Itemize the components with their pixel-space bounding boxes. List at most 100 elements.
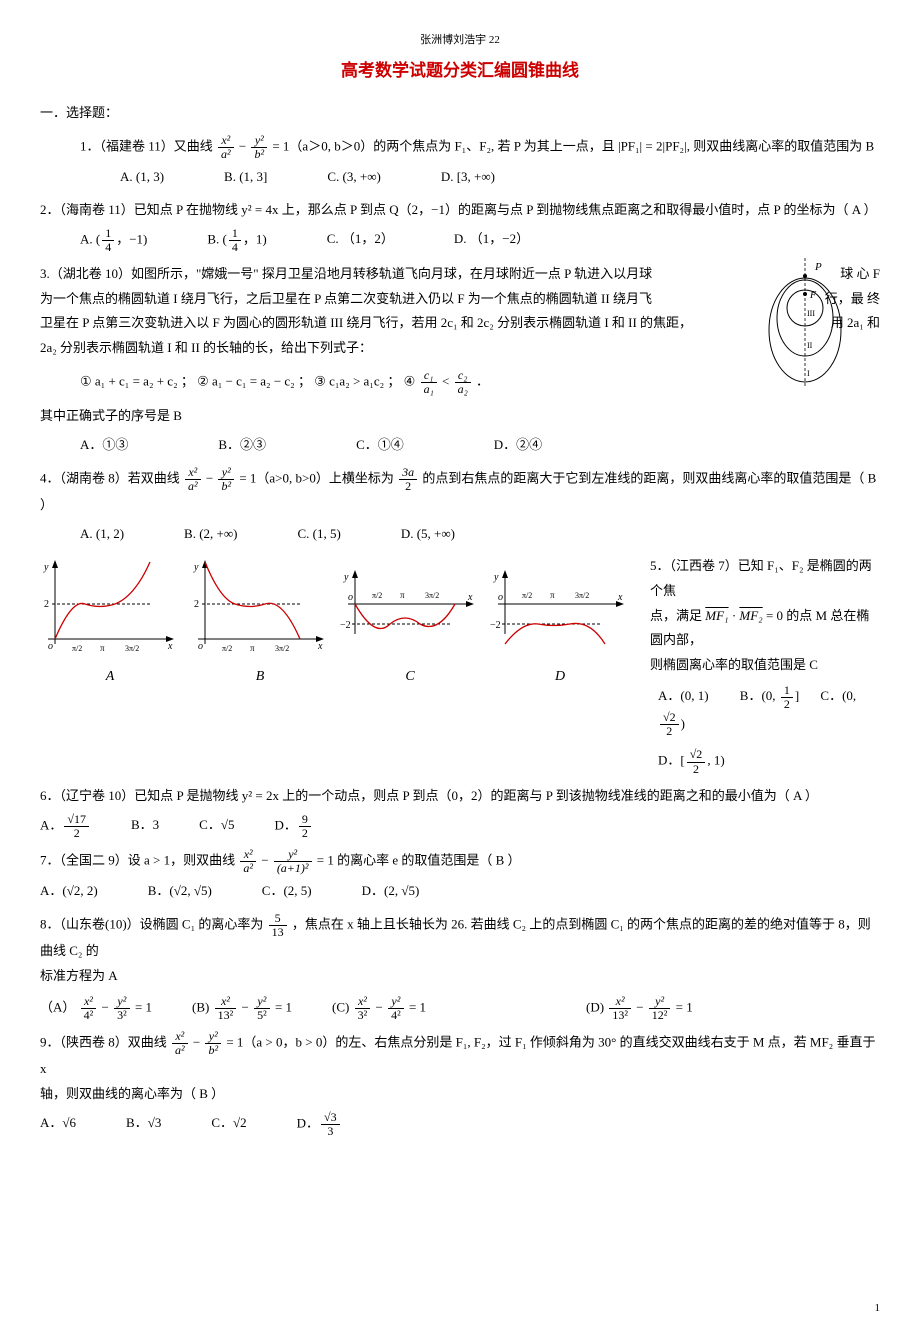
- q4-options: A. (1, 2) B. (2, +∞) C. (1, 5) D. (5, +∞…: [80, 522, 880, 547]
- q1-opt-d: D. [3, +∞): [441, 165, 495, 190]
- svg-text:y: y: [493, 572, 499, 583]
- fig-label-ii: II: [807, 341, 813, 350]
- question-3: P F III II I 3.（湖北卷 10）如图所示，"嫦娥一号" 探月卫星沿…: [40, 262, 880, 458]
- q3-line2a: 为一个焦点的椭圆轨道 I 绕月飞行，之后卫星在 P 点第二次变轨进入仍以 F 为…: [40, 287, 740, 312]
- fig-label-p: P: [814, 261, 822, 273]
- q6-stem: 6．（辽宁卷 10）已知点 P 是抛物线 y² = 2x 上的一个动点，则点 P…: [40, 784, 880, 809]
- question-4: 4．（湖南卷 8）若双曲线 x²a² − y²b² = 1（a>0, b>0）上…: [40, 466, 880, 547]
- q3-options: A．①③ B．②③ C．①④ D．②④: [80, 433, 880, 458]
- section-heading: 一．选择题：: [40, 101, 880, 126]
- svg-text:y: y: [43, 562, 49, 573]
- q1-stem-b: = 1（a＞0, b＞0）的两个焦点为 F₁、F₂, 若 P 为其上一点，且 |…: [272, 139, 874, 154]
- orbit-figure: P F III II I: [750, 258, 860, 388]
- svg-text:3π/2: 3π/2: [275, 644, 289, 653]
- svg-text:o: o: [198, 641, 203, 652]
- q5-text: 5．（江西卷 7）已知 F₁、F₂ 是椭圆的两个焦 点，满足 MF₁ · MF₂…: [640, 554, 880, 776]
- q3-opt-b: B．②③: [218, 433, 266, 458]
- svg-text:x: x: [167, 641, 173, 652]
- q2-opt-b: B. (14，1): [207, 227, 266, 254]
- svg-text:π/2: π/2: [372, 591, 382, 600]
- graph-a-cell: 2 o y x π/2 π 3π/2 A: [40, 554, 180, 691]
- graph-c-label: C: [340, 664, 480, 691]
- svg-text:π: π: [400, 590, 405, 600]
- q5-stem-b-line: 点，满足 MF₁ · MF₂ = 0 的点 M 总在椭圆内部，: [650, 604, 880, 653]
- svg-text:π: π: [250, 643, 255, 653]
- q2-opt-d: D. （1，−2）: [454, 227, 529, 254]
- svg-text:3π/2: 3π/2: [575, 591, 589, 600]
- q5-options: A．(0, 1) B．(0, 12] C．(0, √22) D．[√22, 1): [658, 684, 880, 776]
- q9-stem-a: 9．（陕西卷 8）双曲线: [40, 1035, 170, 1050]
- q5-opt-b: B．(0, 12]: [740, 688, 803, 703]
- q9-opt-d: D．√33: [297, 1111, 342, 1138]
- q1-opt-a: A. (1, 3): [120, 165, 164, 190]
- svg-text:π: π: [100, 643, 105, 653]
- svg-text:2: 2: [194, 599, 199, 610]
- fig-label-f: F: [809, 290, 817, 301]
- q2-opt-a: A. (14，−1): [80, 227, 147, 254]
- svg-text:2: 2: [44, 599, 49, 610]
- svg-text:x: x: [317, 641, 323, 652]
- q6-opt-d: D．92: [274, 813, 312, 840]
- q4-opt-d: D. (5, +∞): [401, 522, 455, 547]
- q4-stem-a: 4．（湖南卷 8）若双曲线: [40, 470, 183, 485]
- q1-opt-c: C. (3, +∞): [327, 165, 380, 190]
- q3-opt-c: C．①④: [356, 433, 404, 458]
- q6-opt-b: B．3: [131, 813, 159, 840]
- q5-stem-a: 5．（江西卷 7）已知 F₁、F₂ 是椭圆的两个焦: [650, 554, 880, 603]
- q3-line1a: 3.（湖北卷 10）如图所示，"嫦娥一号" 探月卫星沿地月转移轨道飞向月球，在月…: [40, 262, 740, 287]
- minus-sign: −: [239, 139, 250, 154]
- svg-text:o: o: [48, 641, 53, 652]
- q9-opt-c: C．√2: [211, 1111, 246, 1138]
- svg-text:−2: −2: [340, 620, 351, 631]
- q7-opt-c: C．(2, 5): [262, 879, 312, 904]
- q2-stem: 2．（海南卷 11）已知点 P 在抛物线 y² = 4x 上，那么点 P 到点 …: [40, 198, 880, 223]
- svg-text:y: y: [343, 572, 349, 583]
- q8-stem-a: 8．（山东卷(10)）设椭圆 C₁ 的离心率为: [40, 917, 267, 932]
- q3-opt-a: A．①③: [80, 433, 128, 458]
- q3-line3a: 卫星在 P 点第三次变轨进入以 F 为圆心的圆形轨道 III 绕月飞行，若用 2…: [40, 311, 740, 336]
- question-1: 1．（福建卷 11）又曲线 x²a² − y²b² = 1（a＞0, b＞0）的…: [80, 134, 880, 190]
- q5-opt-d: D．[√22, 1): [658, 748, 880, 775]
- q9-opt-b: B．√3: [126, 1111, 161, 1138]
- svg-text:π/2: π/2: [222, 644, 232, 653]
- question-8: 8．（山东卷(10)）设椭圆 C₁ 的离心率为 513 ，焦点在 x 轴上且长轴…: [40, 912, 880, 1022]
- graph-d-label: D: [490, 664, 630, 691]
- q6-options: A．√172 B．3 C．√5 D．92: [40, 813, 880, 840]
- svg-text:π: π: [550, 590, 555, 600]
- q8-stem-c: 标准方程为 A: [40, 964, 880, 989]
- q4-stem-b: = 1（a>0, b>0）上横坐标为: [239, 470, 397, 485]
- q7-opt-b: B．(√2, √5): [148, 879, 212, 904]
- question-9: 9．（陕西卷 8）双曲线 x²a² − y²b² = 1（a > 0，b > 0…: [40, 1030, 880, 1138]
- svg-text:y: y: [193, 562, 199, 573]
- q1-opt-b: B. (1, 3]: [224, 165, 267, 190]
- question-6: 6．（辽宁卷 10）已知点 P 是抛物线 y² = 2x 上的一个动点，则点 P…: [40, 784, 880, 840]
- q4-opt-b: B. (2, +∞): [184, 522, 237, 547]
- question-5-row: 2 o y x π/2 π 3π/2 A 2 o y x π/2: [40, 554, 880, 776]
- svg-text:o: o: [498, 592, 503, 603]
- graph-b-cell: 2 o y x π/2 π 3π/2 B: [190, 554, 330, 691]
- question-2: 2．（海南卷 11）已知点 P 在抛物线 y² = 4x 上，那么点 P 到点 …: [40, 198, 880, 254]
- q6-opt-c: C．√5: [199, 813, 234, 840]
- q5-stem-d: 则椭圆离心率的取值范围是 C: [650, 653, 880, 678]
- q7-opt-a: A．(√2, 2): [40, 879, 98, 904]
- svg-text:x: x: [617, 592, 623, 603]
- q8-opt-d: (D) x²13² − y²12² = 1: [586, 995, 693, 1022]
- graph-b-label: B: [190, 664, 330, 691]
- q3-line5: 其中正确式子的序号是 B: [40, 404, 880, 429]
- q2-options: A. (14，−1) B. (14，1) C. （1，2） D. （1，−2）: [80, 227, 880, 254]
- q1-frac1: x²a²: [218, 134, 234, 161]
- q3-opt-d: D．②④: [494, 433, 542, 458]
- q7-stem-a: 7．（全国二 9）设 a > 1，则双曲线: [40, 853, 238, 868]
- q6-opt-a: A．√172: [40, 813, 91, 840]
- q7-opt-d: D．(2, √5): [362, 879, 420, 904]
- svg-text:π/2: π/2: [72, 644, 82, 653]
- svg-text:3π/2: 3π/2: [425, 591, 439, 600]
- q9-options: A．√6 B．√3 C．√2 D．√33: [40, 1111, 880, 1138]
- q5-opt-a: A．(0, 1): [658, 688, 709, 703]
- q9-opt-a: A．√6: [40, 1111, 76, 1138]
- graph-a-label: A: [40, 664, 180, 691]
- header-author: 张洲博刘浩宇 22: [40, 30, 880, 51]
- question-7: 7．（全国二 9）设 a > 1，则双曲线 x²a² − y²(a+1)² = …: [40, 848, 880, 904]
- q1-stem-a: 1．（福建卷 11）又曲线: [80, 139, 216, 154]
- q2-opt-c: C. （1，2）: [327, 227, 394, 254]
